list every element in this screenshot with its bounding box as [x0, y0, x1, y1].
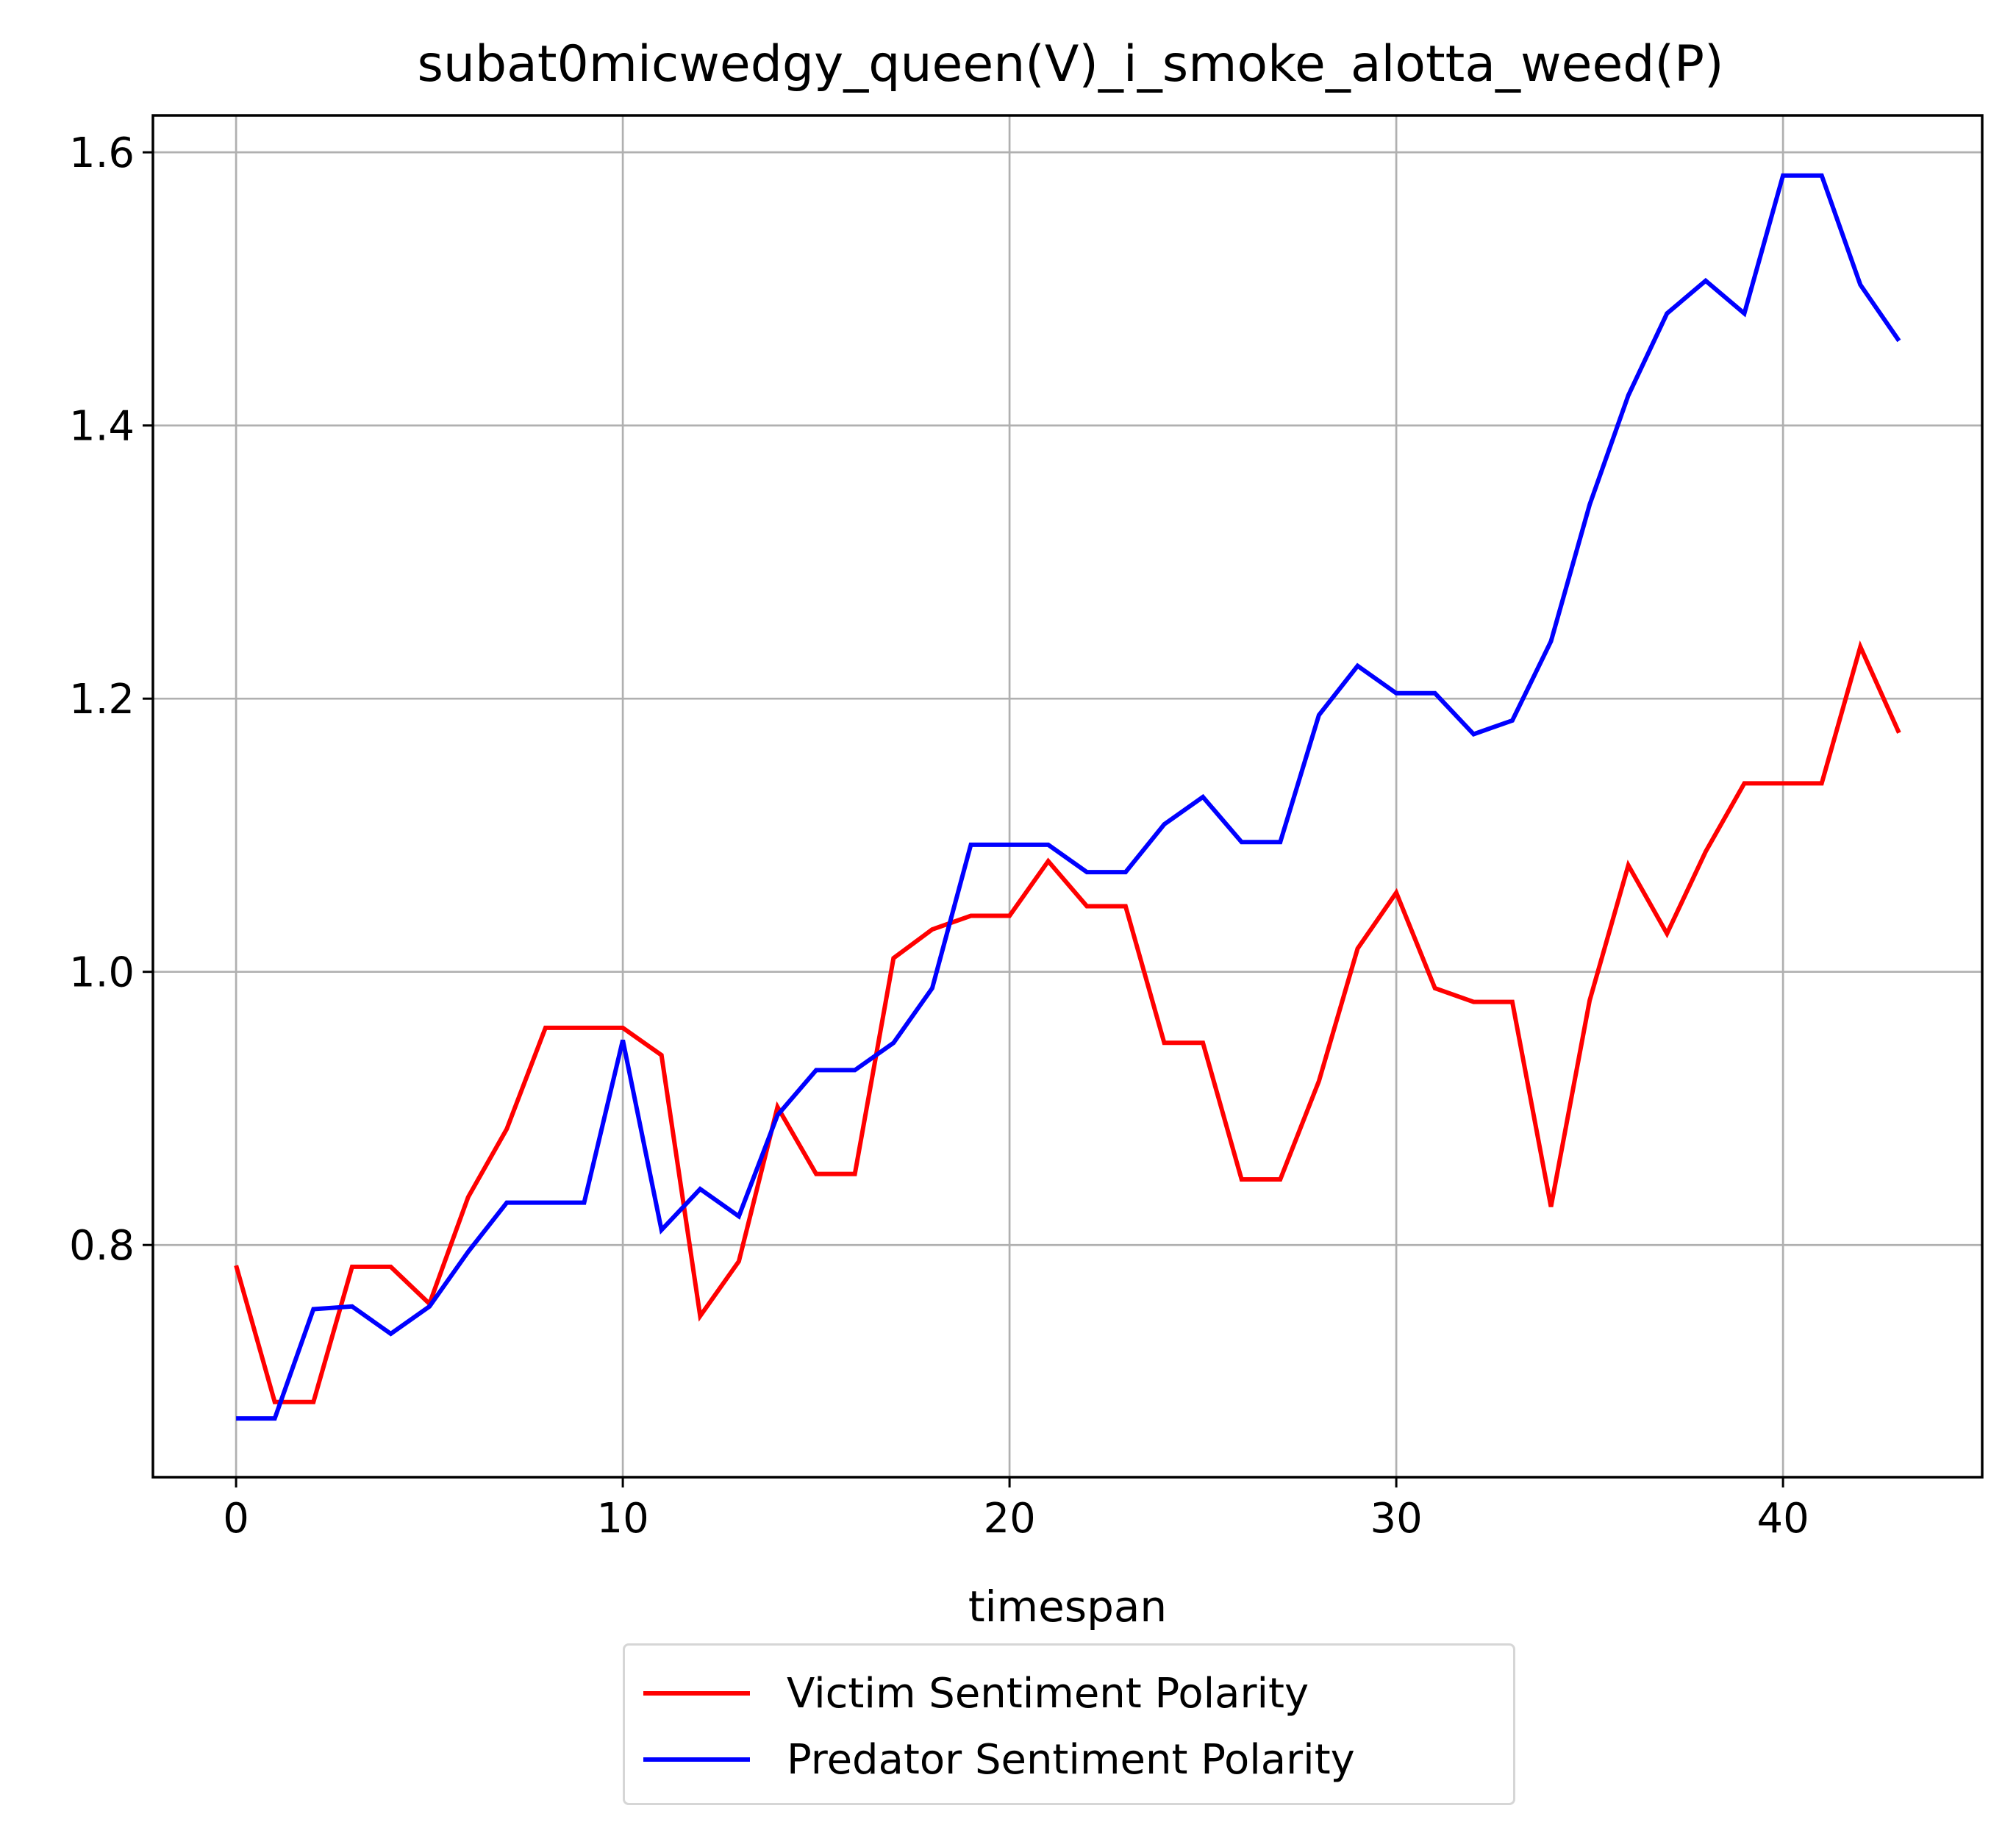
series-lines [234, 173, 1901, 1421]
y-tick-label: 1.0 [69, 949, 135, 997]
legend-item-predator: Predator Sentiment Polarity [625, 1730, 1355, 1789]
grid-lines [153, 115, 1982, 1477]
x-tick-label: 10 [596, 1495, 648, 1543]
predator-sentiment-line [236, 173, 1901, 1421]
plot-frame [151, 114, 1984, 1479]
x-tick-label: 20 [983, 1495, 1035, 1543]
y-tick-label: 1.2 [69, 676, 135, 724]
y-tick-label: 1.6 [69, 129, 135, 177]
x-tick-label: 40 [1756, 1495, 1809, 1543]
legend-swatch-predator [643, 1757, 750, 1762]
x-axis-label: timespan [968, 1582, 1167, 1632]
victim-sentiment-line [234, 640, 1901, 1404]
x-tick-label: 0 [223, 1495, 249, 1543]
legend-label-victim: Victim Sentiment Polarity [787, 1669, 1309, 1718]
legend: Victim Sentiment Polarity Predator Senti… [623, 1643, 1515, 1805]
chart-title: subat0micwedgy_queen(V)_i_smoke_alotta_w… [417, 35, 1723, 93]
y-tick-label: 1.4 [69, 403, 135, 451]
legend-item-victim: Victim Sentiment Polarity [625, 1664, 1309, 1723]
legend-label-predator: Predator Sentiment Polarity [787, 1735, 1355, 1784]
x-tick-label: 30 [1370, 1495, 1422, 1543]
axis-ticks: 0 10 20 30 40 0.8 1.0 1.2 1.4 1.6 [69, 129, 1809, 1543]
legend-swatch-victim [643, 1691, 750, 1696]
y-tick-label: 0.8 [69, 1222, 135, 1270]
